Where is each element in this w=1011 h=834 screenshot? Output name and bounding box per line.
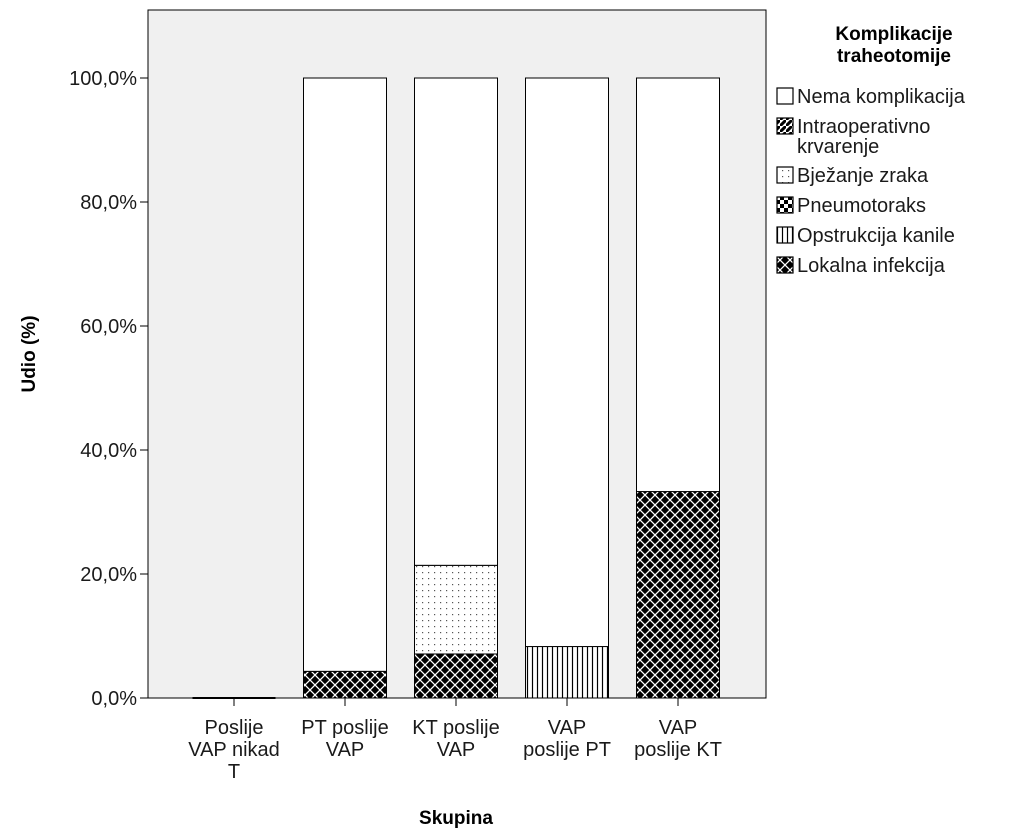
bar-segment	[525, 646, 609, 699]
y-tick-label: 60,0%	[80, 316, 137, 338]
bar-segment	[525, 77, 609, 648]
legend-title: traheotomije	[837, 46, 951, 67]
x-tick-label: PT poslije	[301, 717, 388, 739]
y-tick-label: 20,0%	[80, 564, 137, 586]
y-axis-title: Udio (%)	[19, 315, 40, 392]
x-tick-label: VAP	[437, 739, 476, 761]
bar-segment	[303, 77, 387, 672]
bar-segment	[414, 653, 498, 699]
x-tick-label: VAP nikad	[188, 739, 280, 761]
legend-item: Lokalna infekcija	[776, 255, 946, 277]
legend-swatch	[776, 256, 794, 274]
y-tick-label: 80,0%	[80, 192, 137, 214]
bars	[192, 77, 720, 699]
legend-item: Pneumotoraks	[776, 195, 926, 217]
legend-label: krvarenje	[797, 136, 879, 158]
y-axis: 0,0% 20,0% 40,0% 60,0% 80,0% 100,0%	[69, 68, 148, 710]
legend-label: Bježanje zraka	[797, 165, 929, 187]
x-tick-label: KT poslije	[412, 717, 499, 739]
bar-segment	[636, 77, 720, 493]
x-tick-label: VAP	[326, 739, 365, 761]
x-tick-label: poslije KT	[634, 739, 722, 761]
legend-item: Opstrukcija kanile	[776, 225, 955, 247]
legend-label: Lokalna infekcija	[797, 255, 946, 277]
bar-segment	[414, 77, 498, 566]
legend-item: Nema komplikacija	[776, 86, 966, 108]
bar-segment	[303, 670, 387, 699]
x-tick-label: poslije PT	[523, 739, 611, 761]
legend-label: Opstrukcija kanile	[797, 225, 955, 247]
legend-swatch	[776, 196, 794, 214]
x-tick-label: Poslije	[205, 717, 264, 739]
y-tick-label: 0,0%	[91, 688, 137, 710]
y-tick-label: 40,0%	[80, 440, 137, 462]
y-tick-label: 100,0%	[69, 68, 137, 90]
x-tick-label: T	[228, 761, 240, 783]
legend-swatch	[776, 117, 794, 135]
legend-title: Komplikacije	[835, 24, 952, 45]
legend-item: Bježanje zraka	[776, 165, 929, 187]
x-tick-label: VAP	[548, 717, 587, 739]
legend-swatch	[776, 226, 794, 244]
legend-swatch	[776, 166, 794, 184]
bar-segment	[636, 491, 720, 699]
legend-label: Pneumotoraks	[797, 195, 926, 217]
x-axis-title: Skupina	[419, 808, 493, 829]
bar-segment	[414, 564, 498, 655]
x-tick-label: VAP	[659, 717, 698, 739]
legend-swatch	[776, 87, 794, 105]
legend-label: Nema komplikacija	[797, 86, 966, 108]
legend-label: Intraoperativno	[797, 116, 930, 138]
